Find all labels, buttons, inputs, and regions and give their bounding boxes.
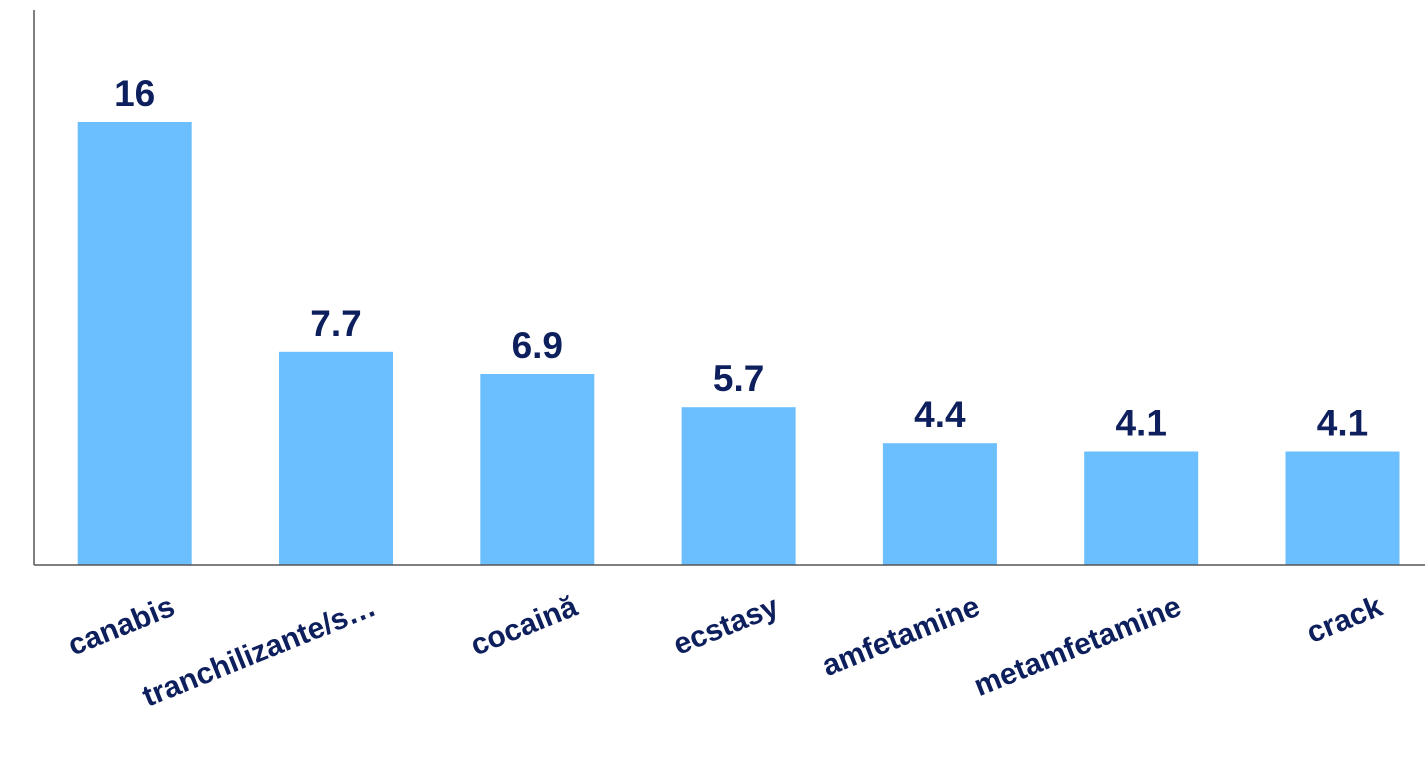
value-label-2: 7.7 <box>310 303 361 344</box>
bar-1 <box>77 122 192 565</box>
bar-7 <box>1285 451 1400 565</box>
bar-6 <box>1084 451 1199 565</box>
value-label-7: 4.1 <box>1317 403 1368 444</box>
value-label-1: 16 <box>114 73 155 114</box>
category-label-7: crack <box>1302 590 1387 650</box>
value-label-4: 5.7 <box>713 358 764 399</box>
bar-5 <box>882 443 997 565</box>
value-labels-group: 16 7.7 6.9 5.7 4.4 4.1 4.1 <box>114 73 1368 444</box>
bar-2 <box>279 351 393 565</box>
value-label-6: 4.1 <box>1115 403 1166 444</box>
category-label-5: amfetamine <box>818 590 985 683</box>
category-label-1: canabis <box>63 590 179 662</box>
value-label-5: 4.4 <box>914 394 966 435</box>
value-label-3: 6.9 <box>512 325 563 366</box>
category-label-4: ecstasy <box>669 590 784 662</box>
axes-group <box>33 10 1425 566</box>
bar-3 <box>480 374 595 565</box>
category-label-6: metamfetamine <box>969 590 1185 703</box>
bar-4 <box>681 407 796 565</box>
bars-group <box>77 122 1400 565</box>
category-label-3: cocaină <box>466 590 582 663</box>
